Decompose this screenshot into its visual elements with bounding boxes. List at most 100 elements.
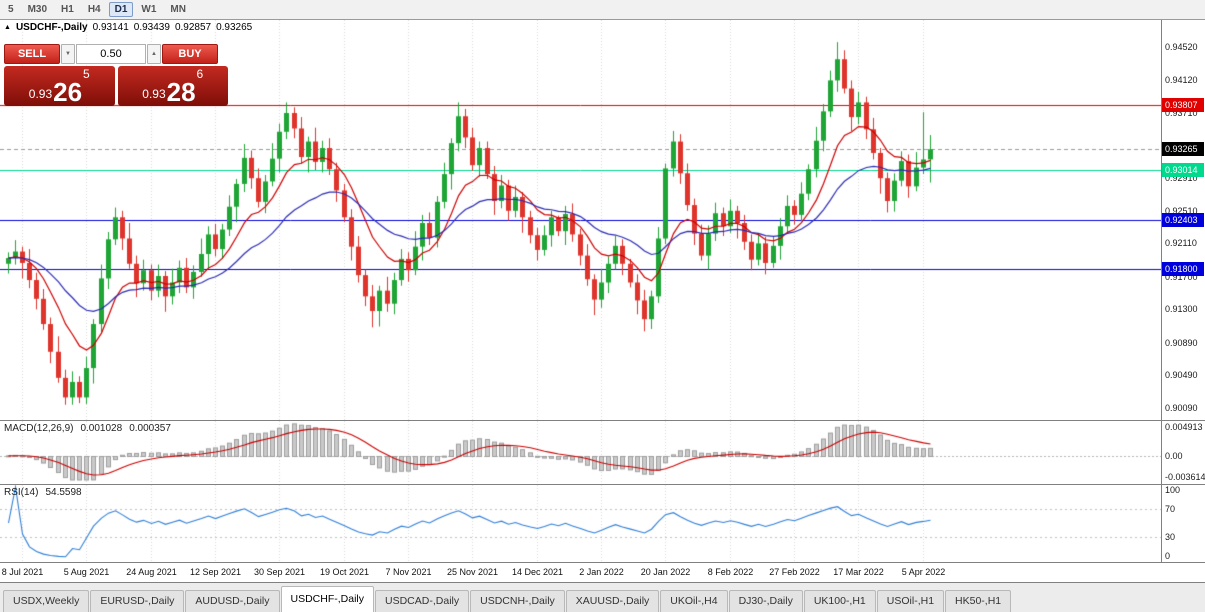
volume-decrease-button[interactable]: ▼: [61, 44, 75, 64]
price-axis[interactable]: 0.945200.941200.937100.933100.929100.925…: [1161, 20, 1205, 420]
price-chart-panel: ▲ USDCHF-,Daily 0.93141 0.93439 0.92857 …: [0, 20, 1205, 421]
price-tick-label: 0.90890: [1165, 337, 1198, 348]
buy-price-pips: 28: [166, 77, 196, 107]
ohlc-low: 0.92857: [174, 22, 212, 33]
ohlc-close: 0.93265: [216, 22, 253, 33]
time-tick-label: 20 Jan 2022: [640, 567, 691, 577]
time-tick-label: 8 Jul 2021: [1, 567, 44, 577]
rsi-indicator-panel: RSI(14) 54.5598 100 70 30 0: [0, 485, 1205, 563]
chart-tab-uk100-h1[interactable]: UK100-,H1: [803, 590, 876, 612]
price-tick-label: 0.91700: [1165, 271, 1198, 282]
rsi-value: 54.5598: [45, 487, 82, 498]
rsi-tick-label: 0: [1165, 551, 1171, 561]
macd-signal-value: 0.000357: [129, 423, 171, 434]
volume-input[interactable]: [76, 44, 146, 64]
sell-button[interactable]: SELL: [4, 44, 60, 64]
rsi-tick-label: 70: [1165, 503, 1176, 514]
chart-tab-xauusd-daily[interactable]: XAUUSD-,Daily: [565, 590, 660, 612]
chart-tab-usoil-h1[interactable]: USOil-,H1: [876, 590, 945, 612]
buy-button[interactable]: BUY: [162, 44, 218, 64]
time-tick-label: 8 Feb 2022: [707, 567, 754, 577]
timeframe-button-h1[interactable]: H1: [61, 4, 74, 15]
chart-tab-ukoil-h4[interactable]: UKOil-,H4: [660, 590, 728, 612]
buy-price-prefix: 0.93: [142, 87, 166, 101]
rsi-header: RSI(14) 54.5598: [4, 487, 82, 498]
macd-plot[interactable]: MACD(12,26,9) 0.001028 0.000357: [0, 421, 1161, 484]
time-tick-label: 5 Aug 2021: [63, 567, 110, 577]
ohlc-high: 0.93439: [133, 22, 170, 33]
caret-up-icon: ▲: [151, 51, 157, 57]
bid-price-label: 0.93265: [1162, 142, 1204, 157]
timeframe-toolbar: 5 M30 H1 H4 D1 W1 MN: [0, 0, 1205, 20]
hline-price-label: 0.93014: [1162, 162, 1204, 177]
rsi-title: RSI(14): [4, 487, 39, 498]
rsi-tick-label: 30: [1165, 532, 1176, 543]
time-tick-label: 24 Aug 2021: [126, 567, 177, 577]
chart-header: ▲ USDCHF-,Daily 0.93141 0.93439 0.92857 …: [4, 22, 252, 33]
macd-indicator-panel: MACD(12,26,9) 0.001028 0.000357 0.004913…: [0, 421, 1205, 485]
macd-tick-label: 0.004913: [1165, 422, 1203, 432]
price-tick-label: 0.90490: [1165, 370, 1198, 381]
sell-price-prefix: 0.93: [28, 87, 53, 101]
time-tick-label: 14 Dec 2021: [511, 567, 564, 577]
time-tick-label: 7 Nov 2021: [385, 567, 432, 577]
macd-tick-label: -0.003614: [1165, 472, 1205, 482]
time-tick-label: 30 Sep 2021: [253, 567, 306, 577]
timeframe-button-w1[interactable]: W1: [141, 4, 157, 15]
macd-title: MACD(12,26,9): [4, 423, 74, 434]
price-tick-label: 0.92510: [1165, 205, 1198, 216]
one-click-toggle-icon[interactable]: ▲: [4, 23, 11, 31]
price-tick-label: 0.92910: [1165, 173, 1198, 184]
hline-price-label: 0.93807: [1162, 98, 1204, 113]
timeframe-button-h4[interactable]: H4: [87, 4, 101, 15]
rsi-canvas[interactable]: [0, 485, 1161, 562]
sell-price-display[interactable]: 0.93 26 5: [4, 66, 115, 106]
macd-main-value: 0.001028: [80, 423, 123, 434]
sell-price-pips: 26: [53, 77, 83, 107]
chart-tab-usdx-weekly[interactable]: USDX,Weekly: [3, 590, 90, 612]
buy-price-point: 6: [196, 67, 204, 81]
time-tick-label: 2 Jan 2022: [579, 567, 624, 577]
price-tick-label: 0.92110: [1165, 238, 1197, 249]
time-tick-label: 27 Feb 2022: [769, 567, 820, 577]
chart-tab-usdchf-daily[interactable]: USDCHF-,Daily: [280, 586, 375, 612]
ohlc-open: 0.93141: [92, 22, 129, 33]
chart-tab-hk50-h1[interactable]: HK50-,H1: [945, 590, 1012, 612]
chart-tab-eurusd-daily[interactable]: EURUSD-,Daily: [90, 590, 185, 612]
price-tick-label: 0.94520: [1165, 42, 1198, 52]
chart-tab-bar: USDX,Weekly EURUSD-,Daily AUDUSD-,Daily USD…: [0, 583, 1205, 612]
price-tick-label: 0.94120: [1165, 74, 1198, 85]
timeframe-button-mn[interactable]: MN: [170, 4, 186, 15]
time-tick-label: 12 Sep 2021: [189, 567, 242, 577]
buy-price-display[interactable]: 0.93 28 6: [117, 66, 228, 107]
timeframe-button-5[interactable]: 5: [8, 4, 14, 15]
caret-down-icon: ▼: [65, 51, 71, 57]
one-click-trading-widget: SELL ▼ ▲ BUY 0.93 26 5: [4, 44, 228, 106]
macd-header: MACD(12,26,9) 0.001028 0.000357: [4, 423, 171, 434]
time-tick-label: 19 Oct 2021: [319, 567, 370, 577]
chart-tab-dj30-daily[interactable]: DJ30-,Daily: [728, 590, 803, 612]
hline-price-label: 0.91800: [1162, 261, 1204, 276]
hline-price-label: 0.92403: [1162, 212, 1204, 227]
price-tick-label: 0.91300: [1165, 304, 1198, 315]
sell-price-point: 5: [83, 67, 90, 81]
rsi-axis[interactable]: 100 70 30 0: [1161, 485, 1205, 562]
chart-tab-usdcnh-daily[interactable]: USDCNH-,Daily: [470, 590, 565, 612]
rsi-plot[interactable]: RSI(14) 54.5598: [0, 485, 1161, 562]
macd-canvas[interactable]: [0, 421, 1161, 484]
chart-tab-audusd-daily[interactable]: AUDUSD-,Daily: [185, 590, 280, 612]
time-tick-label: 5 Apr 2022: [901, 567, 946, 577]
time-axis[interactable]: 8 Jul 2021 5 Aug 2021 24 Aug 2021 12 Sep 20…: [0, 563, 1205, 583]
volume-increase-button[interactable]: ▲: [147, 44, 161, 64]
chart-title: USDCHF-,Daily: [15, 22, 88, 33]
price-tick-label: 0.90090: [1165, 403, 1198, 413]
chart-tab-usdcad-daily[interactable]: USDCAD-,Daily: [375, 590, 470, 612]
price-chart-plot[interactable]: ▲ USDCHF-,Daily 0.93141 0.93439 0.92857 …: [0, 20, 1161, 420]
macd-tick-label: 0.00: [1165, 450, 1183, 461]
timeframe-button-m30[interactable]: M30: [27, 4, 48, 15]
timeframe-button-d1[interactable]: D1: [108, 2, 134, 17]
time-tick-label: 17 Mar 2022: [833, 567, 884, 577]
macd-axis[interactable]: 0.004913 0.00 -0.003614: [1161, 421, 1205, 484]
rsi-tick-label: 100: [1165, 485, 1181, 495]
